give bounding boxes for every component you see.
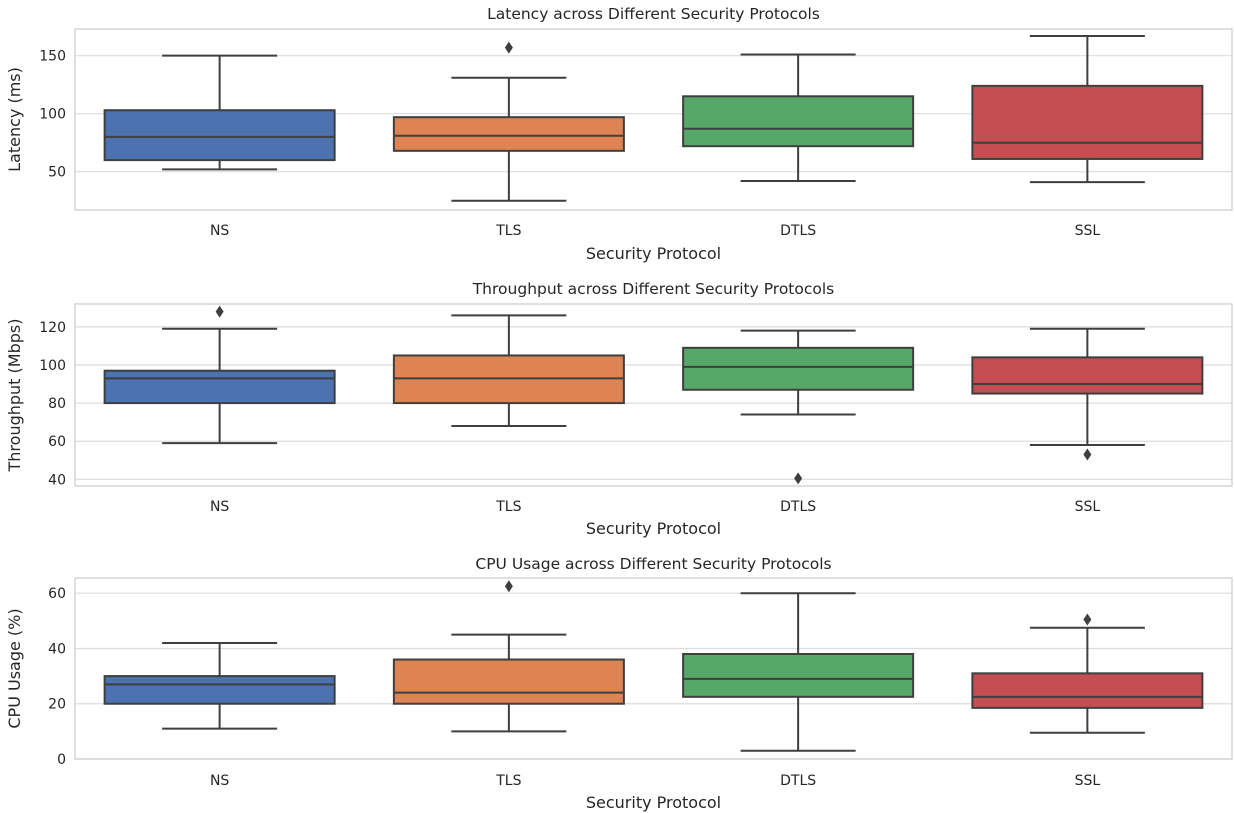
x-tick-label: SSL xyxy=(1075,223,1101,239)
box-ns xyxy=(103,54,336,171)
y-tick-label: 120 xyxy=(39,320,66,336)
chart-panel-1: 50 100 150 NS TLS DTLS SSL Latency across Diffe… xyxy=(5,5,1233,263)
y-axis-label: Throughput (Mbps) xyxy=(5,319,24,473)
box-ssl xyxy=(971,613,1204,734)
outlier-point xyxy=(794,472,803,485)
outlier-point xyxy=(504,580,513,593)
iqr-box xyxy=(103,109,336,162)
iqr-box xyxy=(682,95,915,148)
y-tick-label: 50 xyxy=(48,165,66,181)
x-tick-label: DTLS xyxy=(780,223,816,239)
iqr-box xyxy=(392,116,625,152)
y-tick-label: 20 xyxy=(48,697,66,713)
iqr-box xyxy=(971,84,1204,160)
axes-frame xyxy=(74,28,1233,211)
x-tick-label: SSL xyxy=(1075,773,1101,789)
x-tick-label: NS xyxy=(210,223,229,239)
box-ssl xyxy=(971,34,1204,184)
box-dtls xyxy=(682,53,915,182)
y-tick-label: 100 xyxy=(39,107,66,123)
outlier-point xyxy=(215,305,224,318)
box-tls xyxy=(392,580,625,733)
outlier-point xyxy=(1083,448,1092,461)
axes-frame xyxy=(74,303,1233,487)
chart-panel-2: 40 60 80 100 120 NS TLS DTLS SSL Throughput acros… xyxy=(5,280,1233,538)
outlier-point xyxy=(504,41,513,54)
x-tick-label: DTLS xyxy=(780,773,816,789)
iqr-box xyxy=(392,658,625,705)
box-tls xyxy=(392,41,625,202)
y-tick-label: 40 xyxy=(48,641,66,657)
box-ns xyxy=(103,641,336,730)
x-tick-label: SSL xyxy=(1075,499,1101,515)
x-axis-label: Security Protocol xyxy=(586,793,721,812)
x-axis-label: Security Protocol xyxy=(586,244,721,263)
x-tick-label: TLS xyxy=(495,773,521,789)
axes-frame xyxy=(74,577,1233,760)
x-axis-label: Security Protocol xyxy=(586,519,721,538)
iqr-box xyxy=(103,369,336,405)
y-tick-label: 100 xyxy=(39,358,66,374)
box-ssl xyxy=(971,327,1204,461)
box-tls xyxy=(392,314,625,427)
y-tick-label: 0 xyxy=(57,752,66,768)
y-axis-label: Latency (ms) xyxy=(5,67,24,172)
box-dtls xyxy=(682,329,915,485)
y-tick-label: 150 xyxy=(39,49,66,65)
y-axis-label: CPU Usage (%) xyxy=(5,608,24,728)
iqr-box xyxy=(682,652,915,698)
iqr-box xyxy=(682,346,915,391)
box-ns xyxy=(103,305,336,445)
box-dtls xyxy=(682,592,915,752)
iqr-box xyxy=(971,672,1204,709)
y-tick-label: 80 xyxy=(48,396,66,412)
chart-title: Throughput across Different Security Pro… xyxy=(472,280,835,298)
y-tick-label: 40 xyxy=(48,472,66,488)
x-tick-label: TLS xyxy=(495,499,521,515)
chart-panel-3: 0 20 40 60 NS TLS DTLS SSL CPU Usage across Diff… xyxy=(5,555,1233,812)
outlier-point xyxy=(1083,613,1092,626)
chart-title: CPU Usage across Different Security Prot… xyxy=(475,555,831,573)
x-tick-label: NS xyxy=(210,773,229,789)
x-tick-label: TLS xyxy=(495,223,521,239)
y-tick-label: 60 xyxy=(48,586,66,602)
x-tick-label: DTLS xyxy=(780,499,816,515)
x-tick-label: NS xyxy=(210,499,229,515)
iqr-box xyxy=(103,675,336,705)
y-tick-label: 60 xyxy=(48,434,66,450)
chart-title: Latency across Different Security Protoc… xyxy=(487,5,820,23)
iqr-box xyxy=(971,356,1204,395)
